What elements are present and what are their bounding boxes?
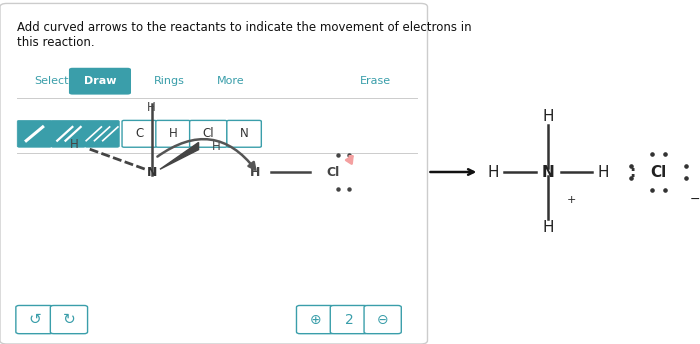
Text: Cl: Cl xyxy=(326,165,340,179)
Text: H: H xyxy=(169,127,177,140)
FancyBboxPatch shape xyxy=(190,120,227,147)
Polygon shape xyxy=(160,142,199,169)
Text: Add curved arrows to the reactants to indicate the movement of electrons in
this: Add curved arrows to the reactants to in… xyxy=(18,21,472,49)
Text: ↻: ↻ xyxy=(62,312,76,327)
Text: H: H xyxy=(487,164,498,180)
Text: H: H xyxy=(251,165,260,179)
FancyArrowPatch shape xyxy=(158,139,256,169)
FancyBboxPatch shape xyxy=(51,120,85,147)
Text: H: H xyxy=(211,140,220,153)
FancyBboxPatch shape xyxy=(227,120,261,147)
Text: ↺: ↺ xyxy=(28,312,41,327)
Text: Draw: Draw xyxy=(84,76,116,86)
FancyBboxPatch shape xyxy=(85,120,119,147)
Text: N: N xyxy=(542,164,554,180)
FancyBboxPatch shape xyxy=(122,120,157,147)
Text: C: C xyxy=(135,127,143,140)
Text: N: N xyxy=(239,127,248,140)
Text: Rings: Rings xyxy=(153,76,184,86)
Text: Cl: Cl xyxy=(202,127,214,140)
Text: H: H xyxy=(147,101,156,114)
Text: Erase: Erase xyxy=(360,76,391,86)
FancyBboxPatch shape xyxy=(69,68,131,95)
FancyBboxPatch shape xyxy=(156,120,190,147)
Text: H: H xyxy=(542,109,554,125)
FancyBboxPatch shape xyxy=(50,305,88,334)
Text: H: H xyxy=(70,138,79,151)
Text: Cl: Cl xyxy=(650,164,666,180)
Text: 2: 2 xyxy=(344,313,354,326)
Text: More: More xyxy=(217,76,245,86)
FancyBboxPatch shape xyxy=(330,305,368,334)
Text: :: : xyxy=(629,164,636,180)
FancyBboxPatch shape xyxy=(18,120,52,147)
FancyBboxPatch shape xyxy=(297,305,334,334)
Text: ⊖: ⊖ xyxy=(377,313,389,326)
FancyBboxPatch shape xyxy=(0,3,428,344)
FancyBboxPatch shape xyxy=(364,305,401,334)
FancyBboxPatch shape xyxy=(16,305,53,334)
Text: Select: Select xyxy=(34,76,69,86)
FancyArrowPatch shape xyxy=(346,156,353,164)
Text: −: − xyxy=(690,193,700,206)
Text: +: + xyxy=(567,194,576,205)
Text: N: N xyxy=(146,165,157,179)
Text: H: H xyxy=(598,164,609,180)
Text: H: H xyxy=(542,219,554,235)
Text: ⊕: ⊕ xyxy=(309,313,321,326)
